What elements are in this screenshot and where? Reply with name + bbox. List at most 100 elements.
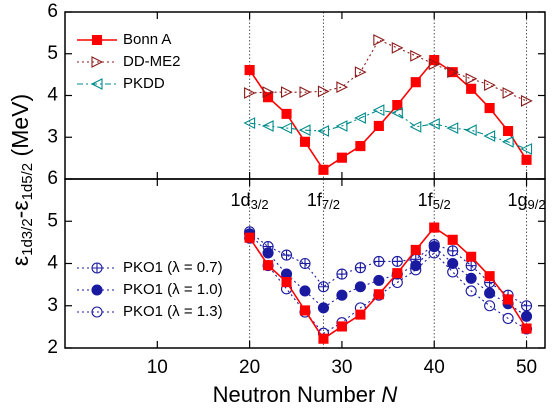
data-point bbox=[373, 274, 385, 286]
series-line bbox=[248, 226, 528, 340]
data-point bbox=[484, 300, 496, 312]
data-point bbox=[280, 122, 293, 134]
data-point bbox=[373, 34, 386, 46]
data-point bbox=[281, 108, 292, 119]
data-point bbox=[336, 268, 348, 280]
data-point bbox=[503, 294, 514, 305]
y-label-part: -ε bbox=[7, 200, 33, 218]
data-point bbox=[280, 249, 293, 261]
shell-label-main: 1f bbox=[418, 190, 434, 210]
legend-label: PKDD bbox=[123, 75, 165, 92]
data-point bbox=[336, 321, 347, 332]
series-line bbox=[249, 231, 527, 307]
data-point bbox=[391, 255, 403, 267]
data-point bbox=[261, 120, 274, 132]
y-tick-label: 4 bbox=[47, 85, 58, 106]
data-point bbox=[501, 135, 514, 148]
data-point bbox=[262, 247, 274, 259]
data-point bbox=[520, 310, 533, 322]
data-point bbox=[317, 125, 330, 137]
y-tick-label: 2 bbox=[47, 337, 58, 358]
data-point bbox=[520, 95, 533, 107]
data-point bbox=[299, 86, 312, 99]
data-point bbox=[317, 281, 330, 293]
data-point bbox=[318, 164, 329, 175]
y-label-part: 1d5/2 bbox=[19, 163, 36, 201]
y-tick-label: 3 bbox=[47, 126, 58, 147]
x-axis-label: Neutron Number N bbox=[213, 382, 398, 407]
data-point bbox=[299, 285, 311, 297]
data-point bbox=[502, 87, 515, 99]
x-label-part: N bbox=[381, 382, 397, 407]
data-point bbox=[410, 244, 421, 256]
data-point bbox=[484, 102, 495, 114]
data-point bbox=[262, 86, 275, 99]
data-point bbox=[428, 118, 440, 130]
series-line bbox=[248, 58, 528, 171]
data-point bbox=[317, 302, 330, 314]
shell-label: 1g9/2 bbox=[507, 190, 545, 213]
data-point bbox=[355, 140, 366, 152]
data-point bbox=[484, 79, 496, 91]
data-point bbox=[464, 124, 477, 137]
data-point bbox=[503, 125, 514, 137]
shell-label-sub: 3/2 bbox=[251, 197, 269, 212]
data-point bbox=[243, 117, 256, 129]
legend-marker bbox=[91, 262, 103, 274]
legend-label: Bonn A bbox=[123, 31, 171, 48]
shell-label-sub: 7/2 bbox=[322, 197, 340, 212]
data-point bbox=[317, 85, 330, 98]
data-point bbox=[409, 120, 422, 133]
data-point bbox=[263, 92, 274, 103]
data-point bbox=[410, 49, 422, 62]
data-point bbox=[465, 72, 478, 85]
data-point bbox=[244, 232, 255, 243]
data-point bbox=[466, 83, 477, 94]
data-point bbox=[410, 77, 421, 88]
data-point bbox=[355, 309, 366, 320]
legend-marker bbox=[91, 284, 103, 296]
data-point bbox=[299, 258, 311, 269]
data-point bbox=[465, 285, 477, 297]
data-point bbox=[410, 264, 422, 276]
data-point bbox=[335, 120, 348, 132]
data-point bbox=[521, 323, 532, 334]
x-label-part: Neutron Number bbox=[213, 382, 382, 407]
x-tick-label: 30 bbox=[331, 357, 352, 378]
legend-marker bbox=[91, 56, 104, 68]
data-point bbox=[483, 130, 496, 142]
data-point bbox=[447, 67, 458, 78]
data-point bbox=[373, 120, 384, 132]
x-tick-label: 20 bbox=[239, 357, 260, 378]
data-point bbox=[318, 333, 329, 344]
data-point bbox=[466, 251, 477, 262]
data-point bbox=[391, 277, 403, 288]
shell-label-sub: 5/2 bbox=[433, 197, 451, 212]
data-point bbox=[391, 42, 404, 54]
y-tick-label: 6 bbox=[47, 168, 58, 189]
data-point bbox=[244, 87, 256, 99]
legend-label: PKO1 (λ = 1.3) bbox=[123, 303, 223, 320]
y-label-part: ε bbox=[7, 256, 33, 266]
data-point bbox=[465, 260, 477, 272]
data-point bbox=[354, 262, 366, 274]
data-point bbox=[373, 289, 384, 300]
legend-marker bbox=[90, 78, 103, 90]
data-point bbox=[447, 245, 459, 257]
data-point bbox=[391, 107, 403, 119]
series-line bbox=[249, 39, 527, 102]
shell-label: 1d3/2 bbox=[231, 190, 269, 213]
shell-label-main: 1f bbox=[307, 190, 323, 210]
data-point bbox=[392, 100, 403, 111]
shell-label-sub: 9/2 bbox=[528, 197, 546, 212]
legend-label: DD-ME2 bbox=[123, 53, 181, 70]
data-point bbox=[521, 154, 532, 165]
data-point bbox=[465, 272, 477, 284]
data-point bbox=[298, 124, 311, 137]
data-point bbox=[428, 58, 441, 71]
data-point bbox=[281, 277, 292, 288]
series-line bbox=[249, 109, 527, 150]
y-tick-label: 5 bbox=[47, 43, 58, 64]
x-tick-label: 10 bbox=[147, 357, 168, 378]
data-point bbox=[354, 281, 366, 293]
